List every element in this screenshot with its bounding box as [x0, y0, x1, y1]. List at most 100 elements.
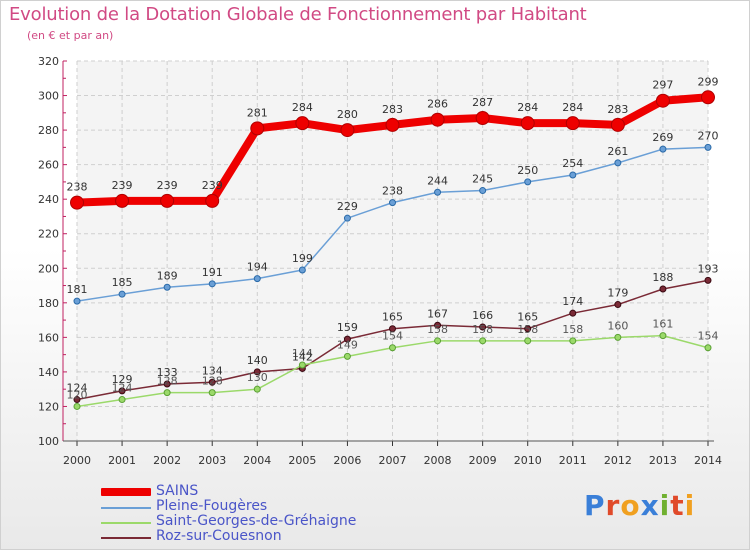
data-point-pleine-fougeres: [704, 143, 712, 151]
x-tick-label: 2011: [559, 454, 587, 467]
legend-item-sains[interactable]: SAINS: [101, 483, 421, 500]
y-tick-label: 220: [38, 228, 59, 241]
data-label-roz-sur-couesnon: 133: [157, 366, 178, 379]
data-label-pleine-fougeres: 270: [698, 129, 719, 142]
data-point-saint-georges-de-grehaigne: [614, 333, 622, 341]
data-point-pleine-fougeres: [659, 145, 667, 153]
logo-letter: r: [605, 489, 621, 522]
data-point-roz-sur-couesnon: [73, 396, 81, 404]
legend-item-roz-sur-couesnon[interactable]: Roz-sur-Couesnon: [101, 528, 421, 545]
data-point-sains: [205, 193, 220, 208]
data-point-pleine-fougeres: [298, 266, 306, 274]
data-label-sains: 280: [337, 108, 358, 121]
x-tick-label: 2006: [333, 454, 361, 467]
data-label-roz-sur-couesnon: 159: [337, 321, 358, 334]
data-point-roz-sur-couesnon: [659, 285, 667, 293]
data-point-sains: [115, 193, 130, 208]
data-point-sains: [430, 112, 445, 127]
data-label-pleine-fougeres: 261: [607, 145, 628, 158]
data-point-pleine-fougeres: [389, 199, 396, 207]
x-tick-label: 2014: [694, 454, 722, 467]
proxiti-logo: Proxiti: [584, 489, 695, 522]
y-tick-label: 260: [38, 159, 59, 172]
data-point-pleine-fougeres: [253, 275, 261, 283]
data-label-roz-sur-couesnon: 179: [607, 287, 628, 300]
data-point-saint-georges-de-grehaigne: [524, 337, 532, 345]
y-tick-label: 140: [38, 366, 59, 379]
data-point-roz-sur-couesnon: [163, 380, 171, 388]
x-tick-label: 2002: [153, 454, 181, 467]
y-tick-label: 200: [38, 262, 59, 275]
data-point-saint-georges-de-grehaigne: [298, 361, 306, 369]
data-label-saint-georges-de-grehaigne: 158: [472, 323, 493, 336]
data-point-saint-georges-de-grehaigne: [704, 344, 712, 352]
data-label-pleine-fougeres: 199: [292, 252, 313, 265]
data-point-roz-sur-couesnon: [389, 325, 396, 333]
data-point-saint-georges-de-grehaigne: [434, 337, 442, 345]
data-point-roz-sur-couesnon: [253, 368, 261, 376]
data-point-saint-georges-de-grehaigne: [118, 396, 126, 404]
data-point-sains: [655, 93, 670, 108]
data-label-saint-georges-de-grehaigne: 161: [652, 318, 673, 331]
data-label-saint-georges-de-grehaigne: 158: [427, 323, 448, 336]
data-label-pleine-fougeres: 238: [382, 185, 403, 198]
data-label-roz-sur-couesnon: 167: [427, 307, 448, 320]
data-label-saint-georges-de-grehaigne: 149: [337, 338, 358, 351]
data-label-saint-georges-de-grehaigne: 158: [562, 323, 583, 336]
data-point-pleine-fougeres: [434, 188, 442, 196]
data-point-pleine-fougeres: [163, 283, 171, 291]
logo-letter: x: [640, 489, 660, 522]
data-point-sains: [340, 123, 355, 138]
data-label-sains: 239: [157, 179, 178, 192]
data-point-sains: [385, 117, 400, 132]
data-point-saint-georges-de-grehaigne: [208, 389, 216, 397]
data-labels: 238 239 239 239 281 284 280 283 286 287 284 284 283 2…: [67, 75, 719, 401]
chart-subtitle: (en € et par an): [27, 29, 114, 42]
data-label-roz-sur-couesnon: 166: [472, 309, 493, 322]
legend: SAINS Pleine-Fougères Saint-Georges-de-G…: [101, 483, 421, 545]
data-label-roz-sur-couesnon: 142: [292, 350, 313, 363]
data-point-pleine-fougeres: [343, 214, 351, 222]
data-label-saint-georges-de-grehaigne: 120: [67, 388, 88, 401]
y-tick-label: 120: [38, 400, 59, 413]
data-point-pleine-fougeres: [118, 290, 126, 298]
legend-item-pleine-fougeres[interactable]: Pleine-Fougères: [101, 498, 421, 515]
data-point-saint-georges-de-grehaigne: [253, 385, 261, 393]
data-label-pleine-fougeres: 250: [517, 164, 538, 177]
y-tick-label: 180: [38, 297, 59, 310]
data-label-sains: 299: [698, 75, 719, 88]
data-label-sains: 283: [607, 103, 628, 116]
data-label-pleine-fougeres: 254: [562, 157, 583, 170]
data-point-saint-georges-de-grehaigne: [73, 402, 81, 410]
logo-letter: i: [659, 489, 671, 522]
x-tick-label: 2001: [108, 454, 136, 467]
x-tick-label: 2008: [424, 454, 452, 467]
x-tick-label: 2003: [198, 454, 226, 467]
x-tick-label: 2010: [514, 454, 542, 467]
x-tick-label: 2012: [604, 454, 632, 467]
data-point-saint-georges-de-grehaigne: [659, 332, 667, 340]
axes: 100 120 140 160 180 200 220 240 260 280 300 320 2000…: [38, 55, 722, 467]
data-label-sains: 281: [247, 106, 268, 119]
data-point-sains: [295, 116, 310, 131]
data-point-sains: [520, 116, 535, 131]
data-point-sains: [250, 121, 265, 136]
y-tick-label: 320: [38, 55, 59, 68]
data-label-sains: 284: [292, 101, 313, 114]
legend-item-saint-georges[interactable]: Saint-Georges-de-Gréhaigne: [101, 513, 421, 530]
data-point-saint-georges-de-grehaigne: [479, 337, 487, 345]
y-tick-label: 160: [38, 331, 59, 344]
data-label-pleine-fougeres: 185: [112, 276, 133, 289]
legend-label-roz-sur-couesnon: Roz-sur-Couesnon: [156, 528, 282, 544]
data-label-sains: 287: [472, 96, 493, 109]
x-tick-label: 2005: [288, 454, 316, 467]
logo-letter: o: [620, 489, 641, 522]
data-label-pleine-fougeres: 245: [472, 173, 493, 186]
data-point-pleine-fougeres: [614, 159, 622, 167]
data-label-roz-sur-couesnon: 140: [247, 354, 268, 367]
data-label-roz-sur-couesnon: 129: [112, 373, 133, 386]
data-label-saint-georges-de-grehaigne: 128: [157, 375, 178, 388]
data-label-saint-georges-de-grehaigne: 124: [112, 382, 133, 395]
data-label-roz-sur-couesnon: 174: [562, 295, 583, 308]
legend-swatch-saint-georges: [101, 522, 151, 524]
